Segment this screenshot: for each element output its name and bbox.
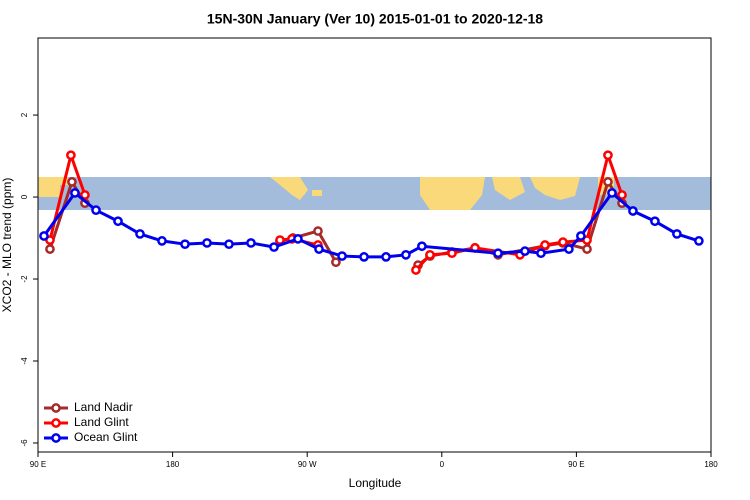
y-tick-label: 2	[20, 112, 29, 117]
series-point	[314, 244, 324, 254]
series-point	[91, 205, 101, 216]
series-point	[293, 234, 303, 244]
series-point	[607, 188, 617, 198]
series-point	[45, 244, 55, 254]
y-tick-label: -2	[20, 275, 29, 283]
series-point	[576, 231, 586, 241]
chart-title: 15N-30N January (Ver 10) 2015-01-01 to 2…	[207, 11, 543, 27]
series-point	[603, 177, 613, 187]
legend-label: Land Nadir	[74, 400, 133, 414]
series-point	[564, 244, 574, 254]
y-tick-label: 0	[20, 194, 29, 199]
series-point	[70, 188, 80, 198]
plot-frame	[37, 37, 712, 453]
y-tick-label: -4	[20, 357, 29, 365]
x-tick-label: 90 E	[568, 460, 584, 469]
series-point	[536, 248, 546, 259]
series-point	[650, 216, 660, 227]
series-point	[411, 265, 421, 275]
series-point	[493, 248, 503, 259]
series-point	[157, 236, 167, 246]
series-point	[617, 190, 627, 200]
x-tick-label: 90 E	[30, 460, 46, 469]
series-point	[359, 252, 369, 262]
series-point	[67, 177, 77, 187]
series-point	[540, 240, 550, 250]
series-point	[694, 236, 704, 246]
series-point	[558, 237, 568, 247]
series-point	[401, 249, 411, 260]
series-point	[135, 229, 145, 239]
x-tick-label: 180	[704, 460, 718, 469]
legend-label: Ocean Glint	[74, 430, 138, 444]
series-point	[224, 239, 234, 250]
series-point	[113, 216, 123, 227]
series-point	[628, 206, 638, 216]
series-point	[381, 252, 391, 262]
series-point	[269, 242, 279, 252]
series-point	[672, 229, 682, 239]
series-point	[80, 190, 90, 200]
y-axis-label: XCO2 - MLO trend (ppm)	[0, 178, 14, 313]
y-tick-label: -6	[20, 439, 29, 447]
series-point	[520, 246, 530, 256]
x-axis-label: Longitude	[349, 476, 402, 490]
legend-marker	[51, 418, 61, 428]
legend-marker	[51, 403, 61, 413]
legend-label: Land Glint	[74, 415, 129, 429]
series-point	[66, 150, 76, 161]
x-tick-label: 90 W	[298, 460, 317, 469]
series-point	[246, 238, 256, 248]
series-point	[603, 150, 613, 161]
series-point	[425, 249, 435, 260]
series-point	[39, 231, 49, 241]
legend-marker	[51, 433, 61, 443]
series-point	[313, 226, 323, 236]
series-point	[202, 238, 212, 248]
series-point	[337, 251, 347, 261]
x-tick-label: 180	[166, 460, 180, 469]
series-point	[582, 244, 592, 254]
series-point	[331, 257, 341, 268]
series-point	[417, 241, 427, 252]
x-tick-label: 0	[440, 460, 445, 469]
series-line	[42, 190, 700, 259]
series-line	[414, 150, 624, 272]
series-point	[180, 239, 190, 250]
